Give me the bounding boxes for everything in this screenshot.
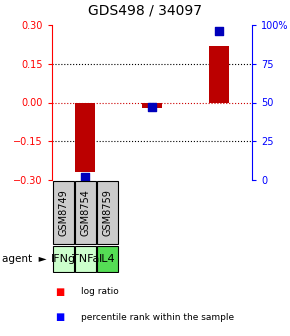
Bar (97, 246, 118, 272)
Text: ■: ■ (55, 287, 64, 297)
Text: IL4: IL4 (99, 254, 116, 264)
Text: agent  ►: agent ► (2, 254, 47, 264)
Text: GSM8759: GSM8759 (103, 189, 113, 236)
Point (150, 104, 154, 110)
Text: IFNg: IFNg (50, 254, 76, 264)
Bar (142, 102, 162, 108)
Bar (97, 181, 118, 244)
Point (83, 174, 88, 179)
Text: GSM8749: GSM8749 (58, 189, 68, 236)
Bar (209, 46, 229, 102)
Text: percentile rank within the sample: percentile rank within the sample (81, 312, 234, 322)
Bar (75, 246, 96, 272)
Bar (53, 181, 74, 244)
Text: GSM8754: GSM8754 (80, 189, 90, 236)
Bar (75, 102, 95, 172)
Text: log ratio: log ratio (81, 287, 119, 296)
Bar (75, 181, 96, 244)
Text: GDS498 / 34097: GDS498 / 34097 (88, 3, 202, 17)
Bar (53, 246, 74, 272)
Text: TNFa: TNFa (72, 254, 99, 264)
Point (216, 29, 221, 34)
Text: ■: ■ (55, 312, 64, 322)
